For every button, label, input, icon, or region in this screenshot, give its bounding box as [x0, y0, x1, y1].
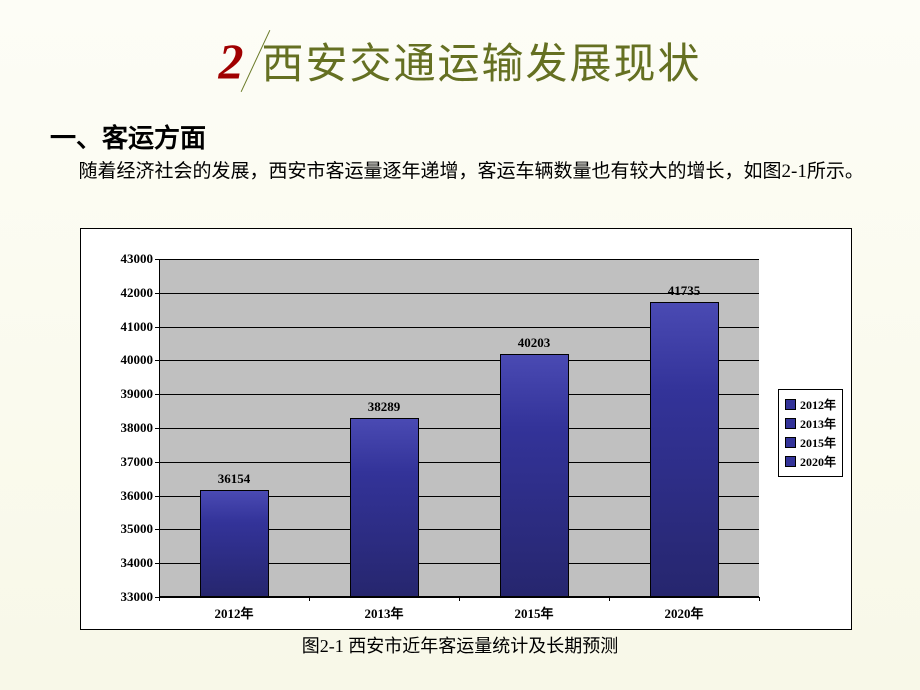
x-tick-mark — [759, 597, 760, 601]
bar-value-label: 41735 — [668, 283, 701, 299]
bar-chart: 36154 38289 40203 41735 2012年 2013年 2015年 2020… — [80, 228, 852, 630]
chart-bar: 40203 — [500, 354, 569, 597]
section-title: 西安交通运输发展现状 — [261, 30, 701, 91]
y-tick-label: 35000 — [81, 521, 153, 537]
y-tick-label: 36000 — [81, 488, 153, 504]
legend-label: 2013年 — [800, 415, 836, 432]
legend-item: 2013年 — [785, 415, 836, 432]
chart-bar: 41735 — [650, 302, 719, 597]
chart-caption: 图2-1 西安市近年客运量统计及长期预测 — [0, 632, 920, 658]
x-tick-mark — [459, 597, 460, 601]
x-tick-label: 2013年 — [364, 603, 403, 622]
bar-value-label: 38289 — [368, 399, 401, 415]
legend-label: 2020年 — [800, 453, 836, 470]
x-tick-label: 2020年 — [664, 603, 703, 622]
y-tick-label: 37000 — [81, 454, 153, 470]
body-paragraph: 随着经济社会的发展，西安市客运量逐年递增，客运车辆数量也有较大的增长，如图2-1… — [50, 156, 870, 188]
x-tick-mark — [609, 597, 610, 601]
bar-value-label: 36154 — [218, 471, 251, 487]
x-tick-mark — [309, 597, 310, 601]
legend-swatch — [785, 437, 796, 448]
y-tick-label: 41000 — [81, 319, 153, 335]
legend-label: 2012年 — [800, 396, 836, 413]
chart-legend: 2012年 2013年 2015年 2020年 — [778, 389, 843, 477]
x-tick-mark — [159, 597, 160, 601]
y-tick-label: 39000 — [81, 386, 153, 402]
bar-value-label: 40203 — [518, 335, 551, 351]
y-tick-label: 33000 — [81, 589, 153, 605]
legend-item: 2015年 — [785, 434, 836, 451]
chart-bar: 38289 — [350, 418, 419, 597]
y-tick-label: 42000 — [81, 285, 153, 301]
legend-swatch — [785, 418, 796, 429]
chart-gridline — [159, 259, 759, 260]
x-tick-label: 2015年 — [514, 603, 553, 622]
x-tick-label: 2012年 — [214, 603, 253, 622]
legend-swatch — [785, 399, 796, 410]
y-tick-label: 34000 — [81, 555, 153, 571]
chart-bar: 36154 — [200, 490, 269, 597]
y-tick-label: 38000 — [81, 420, 153, 436]
legend-item: 2020年 — [785, 453, 836, 470]
subsection-title: 一、客运方面 — [50, 118, 206, 155]
y-tick-label: 40000 — [81, 352, 153, 368]
legend-label: 2015年 — [800, 434, 836, 451]
section-header: 2 西安交通运输发展现状 — [0, 30, 920, 91]
chart-plot-area: 36154 38289 40203 41735 — [159, 259, 759, 597]
legend-swatch — [785, 456, 796, 467]
y-tick-label: 43000 — [81, 251, 153, 267]
legend-item: 2012年 — [785, 396, 836, 413]
slash-divider — [235, 31, 275, 91]
